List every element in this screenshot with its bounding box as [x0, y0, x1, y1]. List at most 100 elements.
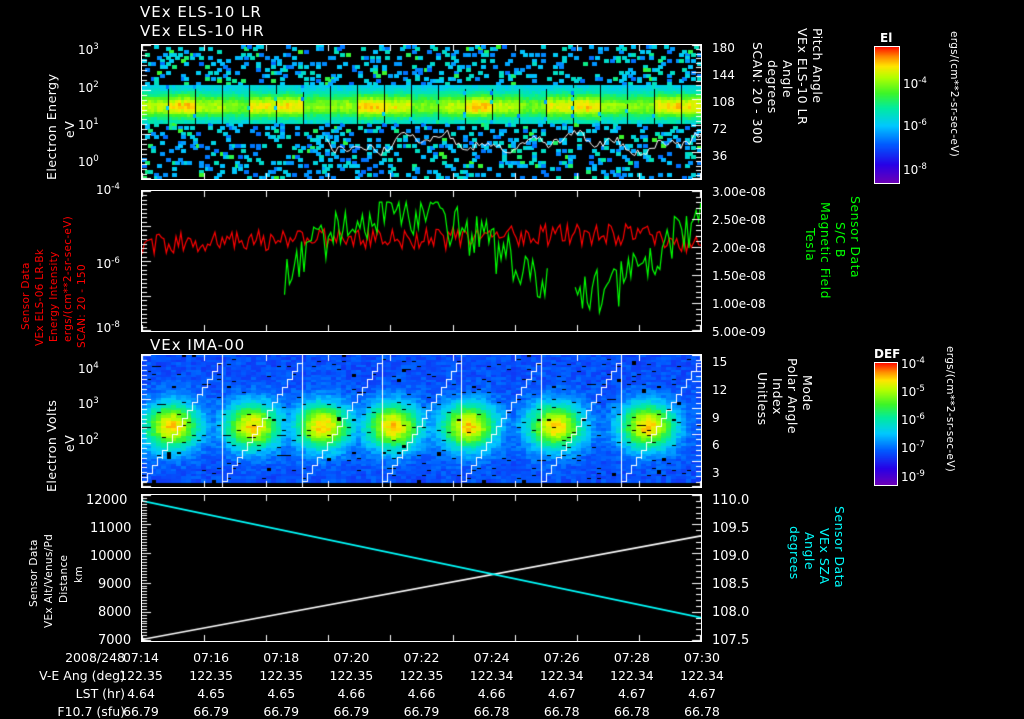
panel2-y2tick-5: 3.00e-08: [712, 185, 766, 199]
panel2-plot[interactable]: [141, 190, 702, 332]
panel4-ytick-10000: 10000: [90, 549, 132, 564]
panel3-colorbar-units: ergs/(cm**2-sr-sec-eV): [944, 346, 956, 473]
panel1-y2tick-108: 108: [712, 95, 735, 109]
footer-lst-0: 4.64: [127, 686, 155, 701]
panel3-cbtick-0: 10-4: [901, 356, 925, 371]
panel4-y2tick-110: 110.0: [712, 493, 750, 508]
panel3-y2tick-6: 6: [712, 438, 720, 452]
footer-lst-4: 4.66: [407, 686, 436, 701]
panel1-colorbar[interactable]: [874, 46, 900, 184]
footer-ve-ang-7: 122.34: [610, 668, 654, 683]
footer-f107-7: 66.78: [613, 704, 650, 719]
panel4-right-axis-label-3: Angle: [802, 532, 817, 571]
panel3-right-axis-label-4: Unitless: [755, 372, 770, 426]
footer-time-6: 07:26: [543, 650, 580, 665]
footer-ve-ang-8: 122.34: [680, 668, 724, 683]
panel4-y2tick-109: 109.0: [712, 549, 750, 564]
panel4-right-axis-label-2: VEx SZA: [817, 528, 832, 585]
panel1-right-axis-label-1: Pitch Angle: [810, 28, 825, 104]
panel4-ytick-11000: 11000: [90, 521, 132, 536]
footer-time-8: 07:30: [683, 650, 721, 665]
panel1-y2tick-144: 144: [712, 68, 735, 82]
panel3-title: VEx IMA-00: [150, 336, 246, 354]
panel1-right-axis-label-3: Angle: [780, 60, 795, 99]
panel1-left-axis-label-2: eV: [62, 120, 77, 138]
panel4-ytick-8000: 8000: [98, 605, 132, 620]
panel3-ytick-2: 104: [78, 361, 99, 376]
footer-f107-8: 66.78: [684, 704, 720, 719]
panel2-left-axis-label-5: SCAN: 20 - 150: [76, 264, 88, 348]
footer-f107-2: 66.79: [263, 704, 300, 719]
panel3-right-axis-label-1: Mode: [800, 375, 815, 412]
panel3-y2tick-9: 9: [712, 411, 720, 425]
panel3-y2tick-15: 15: [712, 355, 728, 369]
footer-f107-5: 66.78: [473, 704, 510, 719]
footer-time-4: 07:22: [403, 650, 440, 665]
panel4-plot[interactable]: [141, 494, 702, 642]
footer-time-7: 07:28: [613, 650, 650, 665]
panel3-colorbar-title: DEF: [874, 347, 901, 361]
panel3-plot[interactable]: [141, 354, 702, 488]
panel2-right-axis-label-1: Sensor Data: [848, 196, 863, 279]
panel1-y2tick-180: 180: [712, 41, 735, 55]
panel1-right-axis-label-2: VEx ELS-10 LR: [795, 28, 810, 126]
panel1-title-lr: VEx ELS-10 LR: [140, 3, 262, 21]
panel1-ytick-2: 102: [78, 80, 99, 95]
footer-lst-1: 4.65: [197, 686, 226, 701]
panel3-colorbar[interactable]: [874, 362, 898, 486]
footer-lst-2: 4.65: [267, 686, 296, 701]
footer-lst-6: 4.67: [547, 686, 576, 701]
footer-lst-5: 4.66: [477, 686, 506, 701]
panel4-y2tick-108: 108.0: [712, 605, 750, 620]
footer-time-0: 07:14: [122, 650, 160, 665]
panel3-cbtick-2: 10-6: [901, 412, 925, 427]
panel4-y2tick-1075: 107.5: [712, 633, 750, 648]
footer-label-veang: V-E Ang (deg): [39, 668, 125, 683]
panel3-right-axis-label-3: Index: [770, 378, 785, 415]
footer-time-5: 07:24: [473, 650, 510, 665]
panel1-y2tick-36: 36: [712, 149, 728, 163]
panel4-y2tick-1095: 109.5: [712, 521, 750, 536]
panel2-left-axis-label-4: ergs/(cm**2-sr-sec-eV): [62, 215, 74, 342]
panel3-cbtick-1: 10-5: [901, 384, 925, 399]
footer-time-3: 07:20: [333, 650, 370, 665]
panel4-ytick-7000: 7000: [98, 633, 132, 648]
panel1-ytick-0: 100: [78, 154, 99, 169]
panel2-right-axis-label-2: S/C B: [833, 222, 848, 258]
panel2-ytick-1: 10-6: [96, 256, 120, 271]
panel4-left-axis-label-1: Sensor Data: [28, 539, 40, 607]
footer-label-lst: LST (hr): [75, 686, 125, 701]
footer-f107-3: 66.79: [333, 704, 370, 719]
panel3-left-axis-label-2: eV: [62, 434, 77, 452]
panel4-right-axis-label-4: degrees: [787, 526, 802, 580]
panel4-left-axis-label-4: km: [73, 566, 85, 583]
panel2-y2tick-1: 1.00e-08: [712, 297, 766, 311]
panel4-ytick-12000: 12000: [86, 493, 128, 508]
footer-lst-7: 4.67: [617, 686, 646, 701]
footer-f107-6: 66.78: [543, 704, 580, 719]
panel2-right-axis-label-3: Magnetic Field: [818, 202, 833, 300]
footer-ve-ang-5: 122.34: [469, 668, 514, 683]
panel2-y2tick-0: 5.00e-09: [712, 325, 766, 339]
panel4-left-axis-label-2: VEx Alt/Venus/Pd: [43, 533, 55, 628]
panel2-left-axis-label-3: Energy Intensity: [48, 251, 60, 342]
footer-time-2: 07:18: [263, 650, 300, 665]
panel2-left-axis-label-1: Sensor Data: [20, 262, 32, 330]
panel1-right-axis-label-4: degrees: [765, 60, 780, 114]
panel1-ytick-3: 103: [78, 42, 99, 57]
panel3-cbtick-4: 10-9: [901, 469, 925, 484]
panel2-ytick-0: 10-8: [96, 320, 120, 335]
panel1-colorbar-title: El: [880, 31, 893, 45]
panel1-cbtick-0: 10-4: [903, 76, 927, 91]
footer-f107-1: 66.79: [193, 704, 230, 719]
panel3-ytick-1: 103: [78, 396, 99, 411]
panel1-left-axis-label-1: Electron Energy: [44, 73, 59, 180]
panel2-y2tick-3: 2.00e-08: [712, 241, 766, 255]
panel2-right-axis-label-4: Tesla: [803, 228, 818, 262]
panel3-ytick-0: 102: [78, 432, 99, 447]
panel3-y2tick-3: 3: [712, 466, 720, 480]
footer-lst-3: 4.66: [337, 686, 366, 701]
panel1-ytick-1: 101: [78, 117, 99, 132]
panel1-plot[interactable]: [141, 44, 702, 180]
panel2-left-axis-label-2: VEx ELS-06 LR-Bk: [34, 248, 46, 346]
